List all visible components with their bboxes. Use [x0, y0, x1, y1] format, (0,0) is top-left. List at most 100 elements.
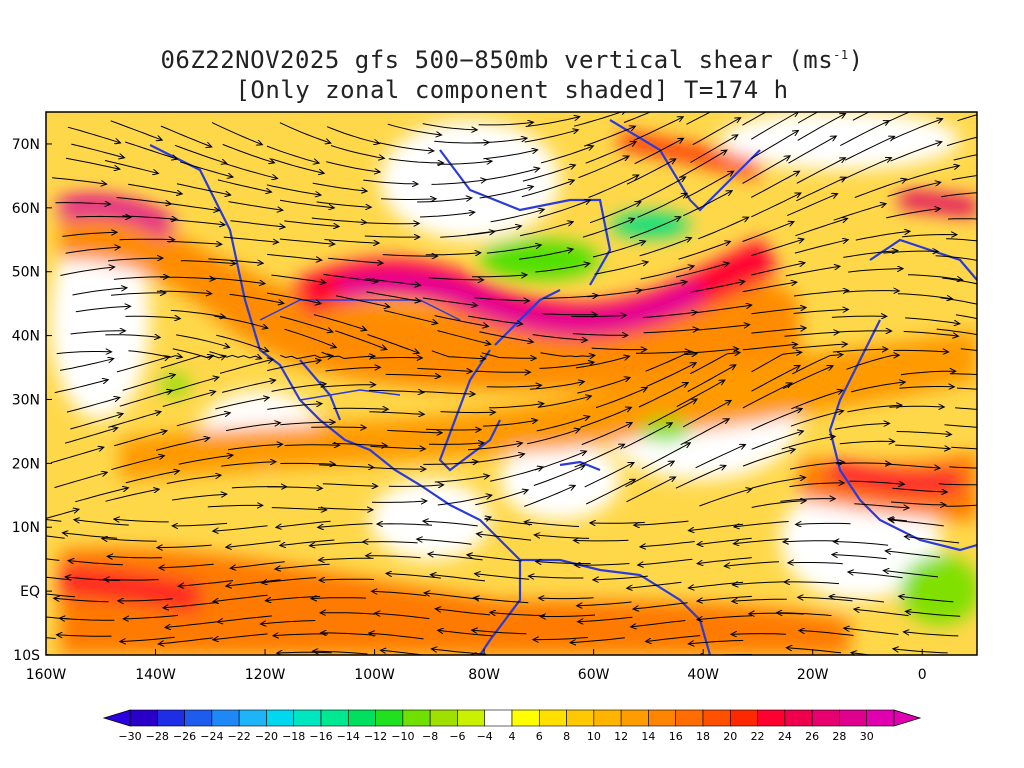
streamline: [645, 354, 697, 372]
streamline: [322, 484, 377, 487]
colorbar-tick-label: −14: [337, 730, 360, 743]
streamline: [849, 572, 903, 579]
streamline: [209, 351, 261, 359]
streamline: [474, 297, 529, 301]
streamline: [641, 443, 690, 470]
streamline: [71, 143, 123, 157]
streamline: [267, 404, 321, 410]
streamline: [471, 275, 526, 277]
lon-tick-label: 20W: [797, 667, 829, 683]
streamline: [334, 330, 386, 349]
streamline: [690, 282, 744, 293]
streamline: [221, 462, 275, 467]
streamline: [66, 577, 121, 582]
streamline: [535, 535, 590, 539]
streamline: [793, 310, 848, 314]
streamline: [330, 145, 383, 159]
streamline: [312, 598, 366, 599]
streamline: [777, 613, 832, 617]
streamline: [419, 212, 474, 218]
streamline: [941, 192, 977, 198]
streamline: [174, 144, 226, 163]
streamline: [849, 480, 904, 484]
streamline: [105, 489, 159, 502]
colorbar: −30 −28 −26 −24 −22 −20 −18 −16 −14 −12 −10 −8 −6 −4 4…: [102, 709, 922, 743]
streamline: [440, 412, 495, 413]
streamline: [742, 383, 791, 409]
streamline: [223, 236, 278, 242]
streamline: [833, 555, 887, 560]
colorbar-tick-label: 12: [614, 730, 628, 743]
streamline: [317, 508, 372, 510]
streamline: [170, 309, 225, 317]
streamline: [576, 564, 630, 566]
streamline: [643, 329, 698, 334]
streamline: [698, 615, 752, 620]
lon-tick-label: 120W: [245, 667, 286, 683]
streamline: [267, 292, 320, 303]
streamline: [751, 263, 804, 276]
colorbar-cell: [320, 709, 349, 727]
streamline: [944, 424, 977, 428]
streamline: [751, 409, 802, 431]
colorbar-cell: [375, 709, 404, 727]
streamline: [128, 350, 181, 358]
streamline: [522, 165, 575, 182]
streamline: [542, 314, 596, 315]
streamline: [214, 525, 268, 531]
streamline: [689, 353, 739, 375]
streamline: [367, 556, 421, 558]
streamline: [682, 191, 731, 217]
streamline: [113, 277, 168, 280]
streamline: [678, 242, 730, 260]
streamline: [319, 523, 373, 528]
streamline: [122, 375, 175, 391]
streamline: [65, 247, 120, 254]
streamline: [698, 557, 752, 564]
colorbar-left-arrow: [102, 709, 131, 727]
streamline: [122, 215, 176, 219]
streamline: [434, 476, 489, 483]
streamline: [742, 156, 790, 184]
streamline: [698, 537, 752, 544]
lat-tick-label: 10N: [12, 520, 40, 536]
caribbean-islands: [559, 460, 601, 472]
streamline: [682, 401, 730, 428]
streamline: [266, 145, 318, 163]
streamline: [266, 184, 320, 195]
colorbar-tick-label: −16: [309, 730, 332, 743]
streamline: [64, 428, 117, 444]
streamline: [533, 466, 584, 486]
streamline: [524, 130, 578, 143]
streamline: [311, 217, 366, 223]
colorbar-cell: [238, 709, 267, 727]
streamline: [382, 255, 437, 257]
streamline: [795, 219, 846, 237]
streamline: [890, 142, 941, 162]
streamline: [637, 194, 687, 218]
streamline: [751, 328, 805, 334]
chart-title-line1: 06Z22NOV2025 gfs 500−850mb vertical shea…: [160, 46, 864, 74]
colorbar-cell: [566, 709, 595, 727]
streamline: [751, 239, 803, 257]
streamline: [170, 660, 224, 666]
streamline: [325, 367, 380, 372]
streamline: [906, 537, 960, 544]
streamline: [627, 656, 681, 662]
lat-tick-label: 30N: [12, 392, 40, 408]
streamline: [852, 112, 871, 121]
streamline: [851, 382, 904, 393]
streamline: [588, 175, 638, 198]
streamline: [227, 540, 281, 547]
colorbar-tick-label: −10: [391, 730, 414, 743]
streamline: [789, 483, 844, 488]
streamline: [679, 151, 726, 179]
streamline: [844, 137, 894, 161]
streamline: [75, 306, 130, 313]
colorbar-cell: [484, 709, 513, 727]
streamline: [832, 349, 887, 353]
streamline: [366, 291, 419, 301]
streamline: [529, 382, 584, 390]
streamline: [279, 238, 334, 244]
streamline: [646, 363, 696, 387]
